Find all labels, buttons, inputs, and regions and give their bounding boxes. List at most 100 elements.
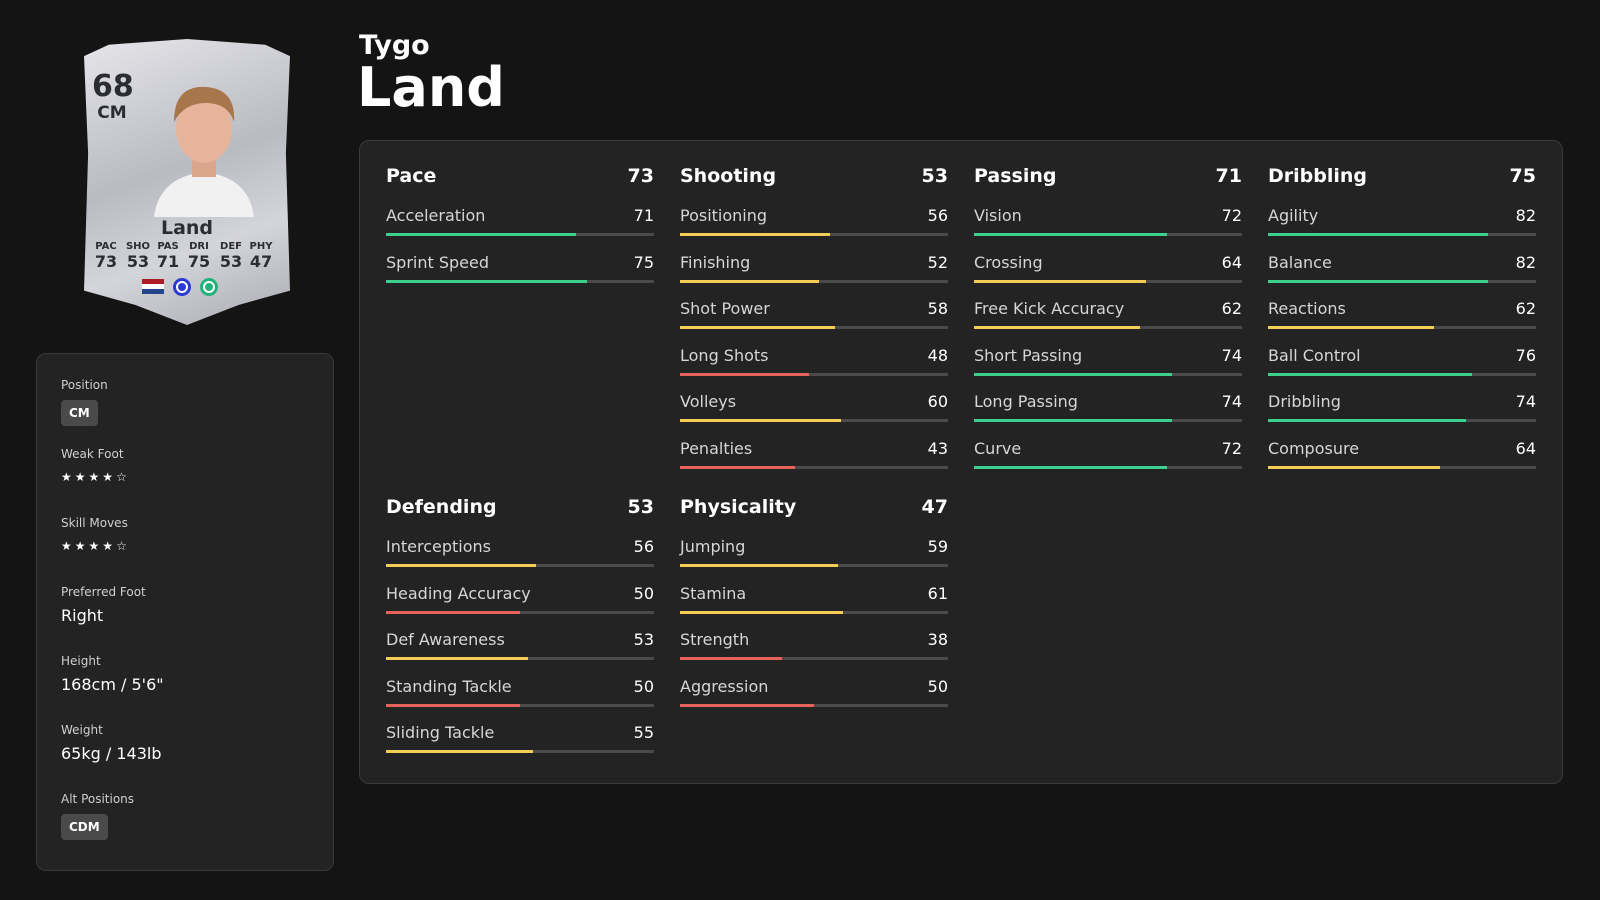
info-label: Weak Foot [61, 447, 124, 461]
stat-name: Aggression [680, 676, 769, 696]
info-value: 65kg / 143lb [61, 744, 162, 763]
stat-value: 74 [1221, 345, 1242, 365]
stat-bar [1268, 372, 1472, 376]
card-stat-value: 53 [219, 252, 243, 271]
stat-bar [974, 326, 1141, 329]
star: ★ [102, 539, 114, 553]
stat-track [386, 703, 654, 707]
stats-panel: Pace 73 Acceleration 71 Sprint Speed 75 Shooti… [359, 140, 1563, 784]
stat-value: 72 [1221, 438, 1242, 458]
stat-value: 64 [1515, 438, 1536, 458]
stat-value: 62 [1221, 299, 1242, 318]
stat-name: Volleys [680, 392, 737, 411]
stat-bar [680, 564, 839, 567]
stat-track [974, 279, 1242, 283]
stat-bar [974, 233, 1167, 236]
stat-value: 56 [633, 537, 654, 556]
stat-name: Def Awareness [386, 630, 505, 649]
card-stat-label: DEF [220, 241, 242, 252]
group-name: Dribbling [1268, 165, 1368, 187]
stat-track [974, 465, 1242, 469]
stat-name: Strength [680, 630, 750, 649]
stat-value: 72 [1221, 206, 1242, 225]
group-name: Passing [974, 165, 1057, 187]
stat-track [1268, 279, 1536, 283]
stat-value: 50 [633, 583, 654, 603]
stat-track [1268, 419, 1536, 422]
stat-track [680, 419, 948, 422]
info-panel: Position CM Weak Foot ★ ★ ★ ★ ☆ Skill Moves ★ ★ ★ ★ ☆… [36, 353, 334, 871]
stat-value: 61 [927, 583, 948, 603]
stat-track [680, 279, 948, 283]
star: ★ [61, 539, 72, 553]
card-position: CM [97, 103, 127, 123]
stat-name: Free Kick Accuracy [974, 299, 1125, 318]
stat-track [680, 233, 948, 236]
stat-bar [680, 419, 841, 422]
star: ☆ [116, 539, 127, 553]
stat-value: 64 [1221, 252, 1242, 272]
stat-name: Finishing [680, 252, 751, 272]
stat-name: Dribbling [1268, 392, 1341, 411]
info-value: 168cm / 5'6" [61, 675, 164, 694]
star: ★ [74, 539, 86, 553]
stat-track [1268, 233, 1536, 236]
last-name: Land [357, 56, 505, 119]
stat-name: Reactions [1268, 299, 1346, 318]
stat-bar [386, 279, 587, 283]
stat-bar [1268, 233, 1488, 236]
stat-value: 50 [927, 676, 948, 696]
star: ★ [102, 470, 114, 484]
card-rating: 68 [92, 69, 134, 104]
stat-track [680, 610, 948, 614]
stat-bar [680, 326, 836, 329]
stat-track [386, 233, 654, 236]
stat-bar [680, 610, 844, 614]
player-card: 68 CM Land PAC 73 SHO 53 PAS 71 DRI 75 DEF 53 PHY 4… [84, 39, 290, 325]
info-label: Skill Moves [61, 516, 128, 530]
stat-track [386, 564, 654, 567]
stat-track [680, 703, 948, 707]
stat-name: Vision [974, 206, 1022, 225]
stat-name: Long Passing [974, 392, 1078, 411]
info-label: Alt Positions [61, 792, 135, 806]
stat-name: Stamina [680, 583, 747, 603]
star-rating: ★ ★ ★ ★ ☆ [61, 466, 130, 485]
info-label: Weight [61, 723, 103, 737]
stat-track [1268, 326, 1536, 329]
stat-bar [680, 233, 831, 236]
stat-value: 53 [633, 630, 654, 649]
stat-name: Jumping [680, 537, 746, 556]
card-stat-value: 71 [156, 252, 180, 271]
stat-name: Short Passing [974, 345, 1083, 365]
stat-name: Long Shots [680, 345, 769, 365]
group-name: Defending [386, 496, 497, 518]
stat-bar [974, 279, 1146, 283]
info-label: Height [61, 654, 101, 668]
stat-bar [1268, 279, 1488, 283]
stat-name: Heading Accuracy [386, 583, 531, 603]
stat-name: Standing Tackle [386, 676, 512, 696]
stat-value: 76 [1515, 345, 1536, 365]
stat-value: 71 [633, 206, 654, 225]
stat-value: 55 [633, 723, 654, 742]
stat-track [974, 233, 1242, 236]
stat-track [680, 465, 948, 469]
stat-bar [680, 372, 809, 376]
info-label: Preferred Foot [61, 585, 146, 599]
stat-name: Positioning [680, 206, 768, 225]
card-badges [142, 278, 218, 296]
stat-bar [386, 657, 529, 660]
card-stat-label: DRI [189, 241, 209, 252]
group-rating: 71 [1215, 165, 1242, 187]
stat-value: 52 [927, 252, 948, 272]
group-rating: 47 [921, 496, 948, 518]
stat-track [680, 326, 948, 329]
stat-value: 38 [927, 630, 948, 649]
stat-track [680, 564, 948, 567]
stat-bar [386, 564, 537, 567]
stat-value: 62 [1515, 299, 1536, 318]
stat-bar [386, 610, 520, 614]
card-stat-label: PAS [157, 241, 179, 252]
